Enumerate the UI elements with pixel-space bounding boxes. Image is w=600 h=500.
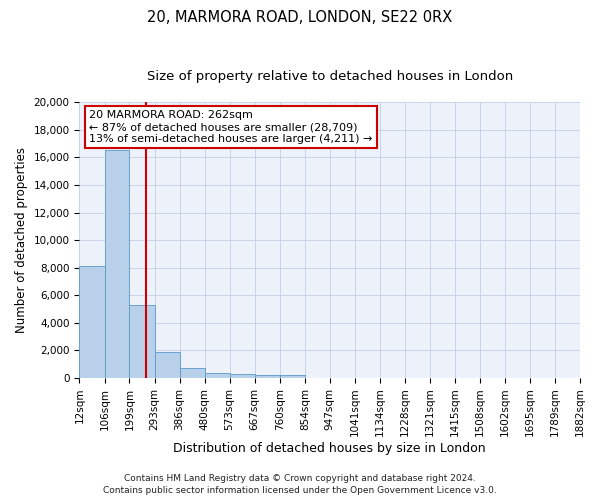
Bar bbox=[130, 305, 155, 378]
Text: 20, MARMORA ROAD, LONDON, SE22 0RX: 20, MARMORA ROAD, LONDON, SE22 0RX bbox=[148, 10, 452, 25]
Bar bbox=[179, 368, 205, 378]
Bar bbox=[280, 375, 305, 378]
X-axis label: Distribution of detached houses by size in London: Distribution of detached houses by size … bbox=[173, 442, 486, 455]
Bar bbox=[155, 352, 179, 378]
Y-axis label: Number of detached properties: Number of detached properties bbox=[15, 147, 28, 333]
Text: 20 MARMORA ROAD: 262sqm
← 87% of detached houses are smaller (28,709)
13% of sem: 20 MARMORA ROAD: 262sqm ← 87% of detache… bbox=[89, 110, 373, 144]
Bar bbox=[104, 150, 130, 378]
Bar bbox=[205, 373, 230, 378]
Bar bbox=[230, 374, 255, 378]
Text: Contains HM Land Registry data © Crown copyright and database right 2024.
Contai: Contains HM Land Registry data © Crown c… bbox=[103, 474, 497, 495]
Title: Size of property relative to detached houses in London: Size of property relative to detached ho… bbox=[146, 70, 513, 83]
Bar bbox=[79, 266, 104, 378]
Bar bbox=[255, 375, 280, 378]
